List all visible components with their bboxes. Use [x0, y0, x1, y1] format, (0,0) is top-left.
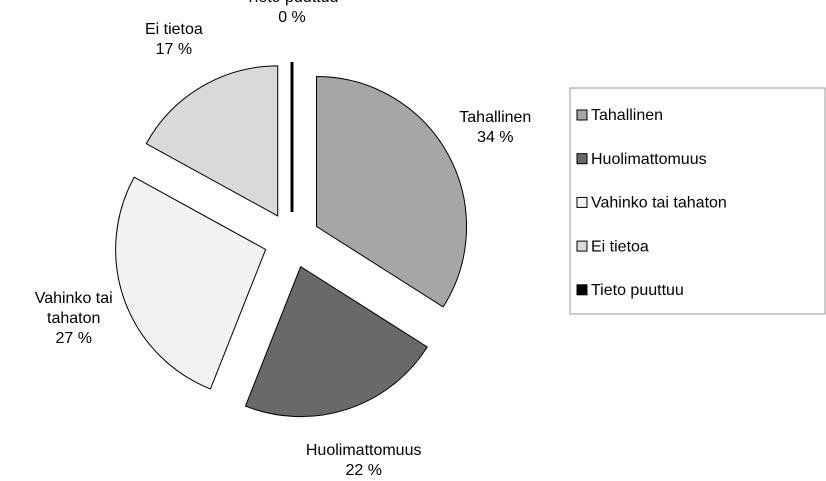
- data-label-value: 17 %: [155, 41, 193, 59]
- data-label: Tieto puuttuu0 %: [232, 0, 352, 28]
- legend-label: Tahallinen: [591, 107, 663, 124]
- legend-swatch: [576, 284, 588, 296]
- data-label-category: Tahallinen: [459, 109, 532, 127]
- data-label-category: Huolimattomuus: [305, 441, 422, 459]
- data-label: Huolimattomuus 22 %: [304, 441, 424, 481]
- data-label-value: 22 %: [345, 461, 382, 479]
- legend-swatch: [576, 196, 588, 208]
- pie-slice: [145, 65, 279, 217]
- pie-slice: [115, 176, 267, 390]
- legend-box: [569, 87, 826, 315]
- legend-label: Vahinko tai tahaton: [591, 195, 727, 212]
- legend-label: Ei tietoa: [591, 238, 649, 255]
- data-label-value: 0 %: [278, 9, 306, 26]
- legend-swatch: [576, 153, 588, 165]
- data-label-category: Tieto puuttuu: [232, 0, 352, 8]
- pie-slice: [244, 265, 428, 418]
- legend-label: Tieto puuttuu: [591, 282, 684, 299]
- legend-label: Huolimattomuus: [591, 151, 707, 168]
- data-label: Vahinko tai tahaton 27 %: [26, 289, 121, 349]
- data-label-value: 27 %: [55, 329, 92, 347]
- legend-swatch: [576, 240, 588, 252]
- legend-swatch: [576, 109, 588, 121]
- data-label: Ei tietoa 17 %: [114, 20, 234, 60]
- data-label-category: Vahinko tai tahaton: [34, 289, 113, 327]
- data-label: Tahallinen 34 %: [435, 108, 555, 148]
- data-label-category: Ei tietoa: [144, 21, 203, 39]
- data-label-value: 34 %: [477, 129, 514, 147]
- pie-slice: [316, 76, 467, 308]
